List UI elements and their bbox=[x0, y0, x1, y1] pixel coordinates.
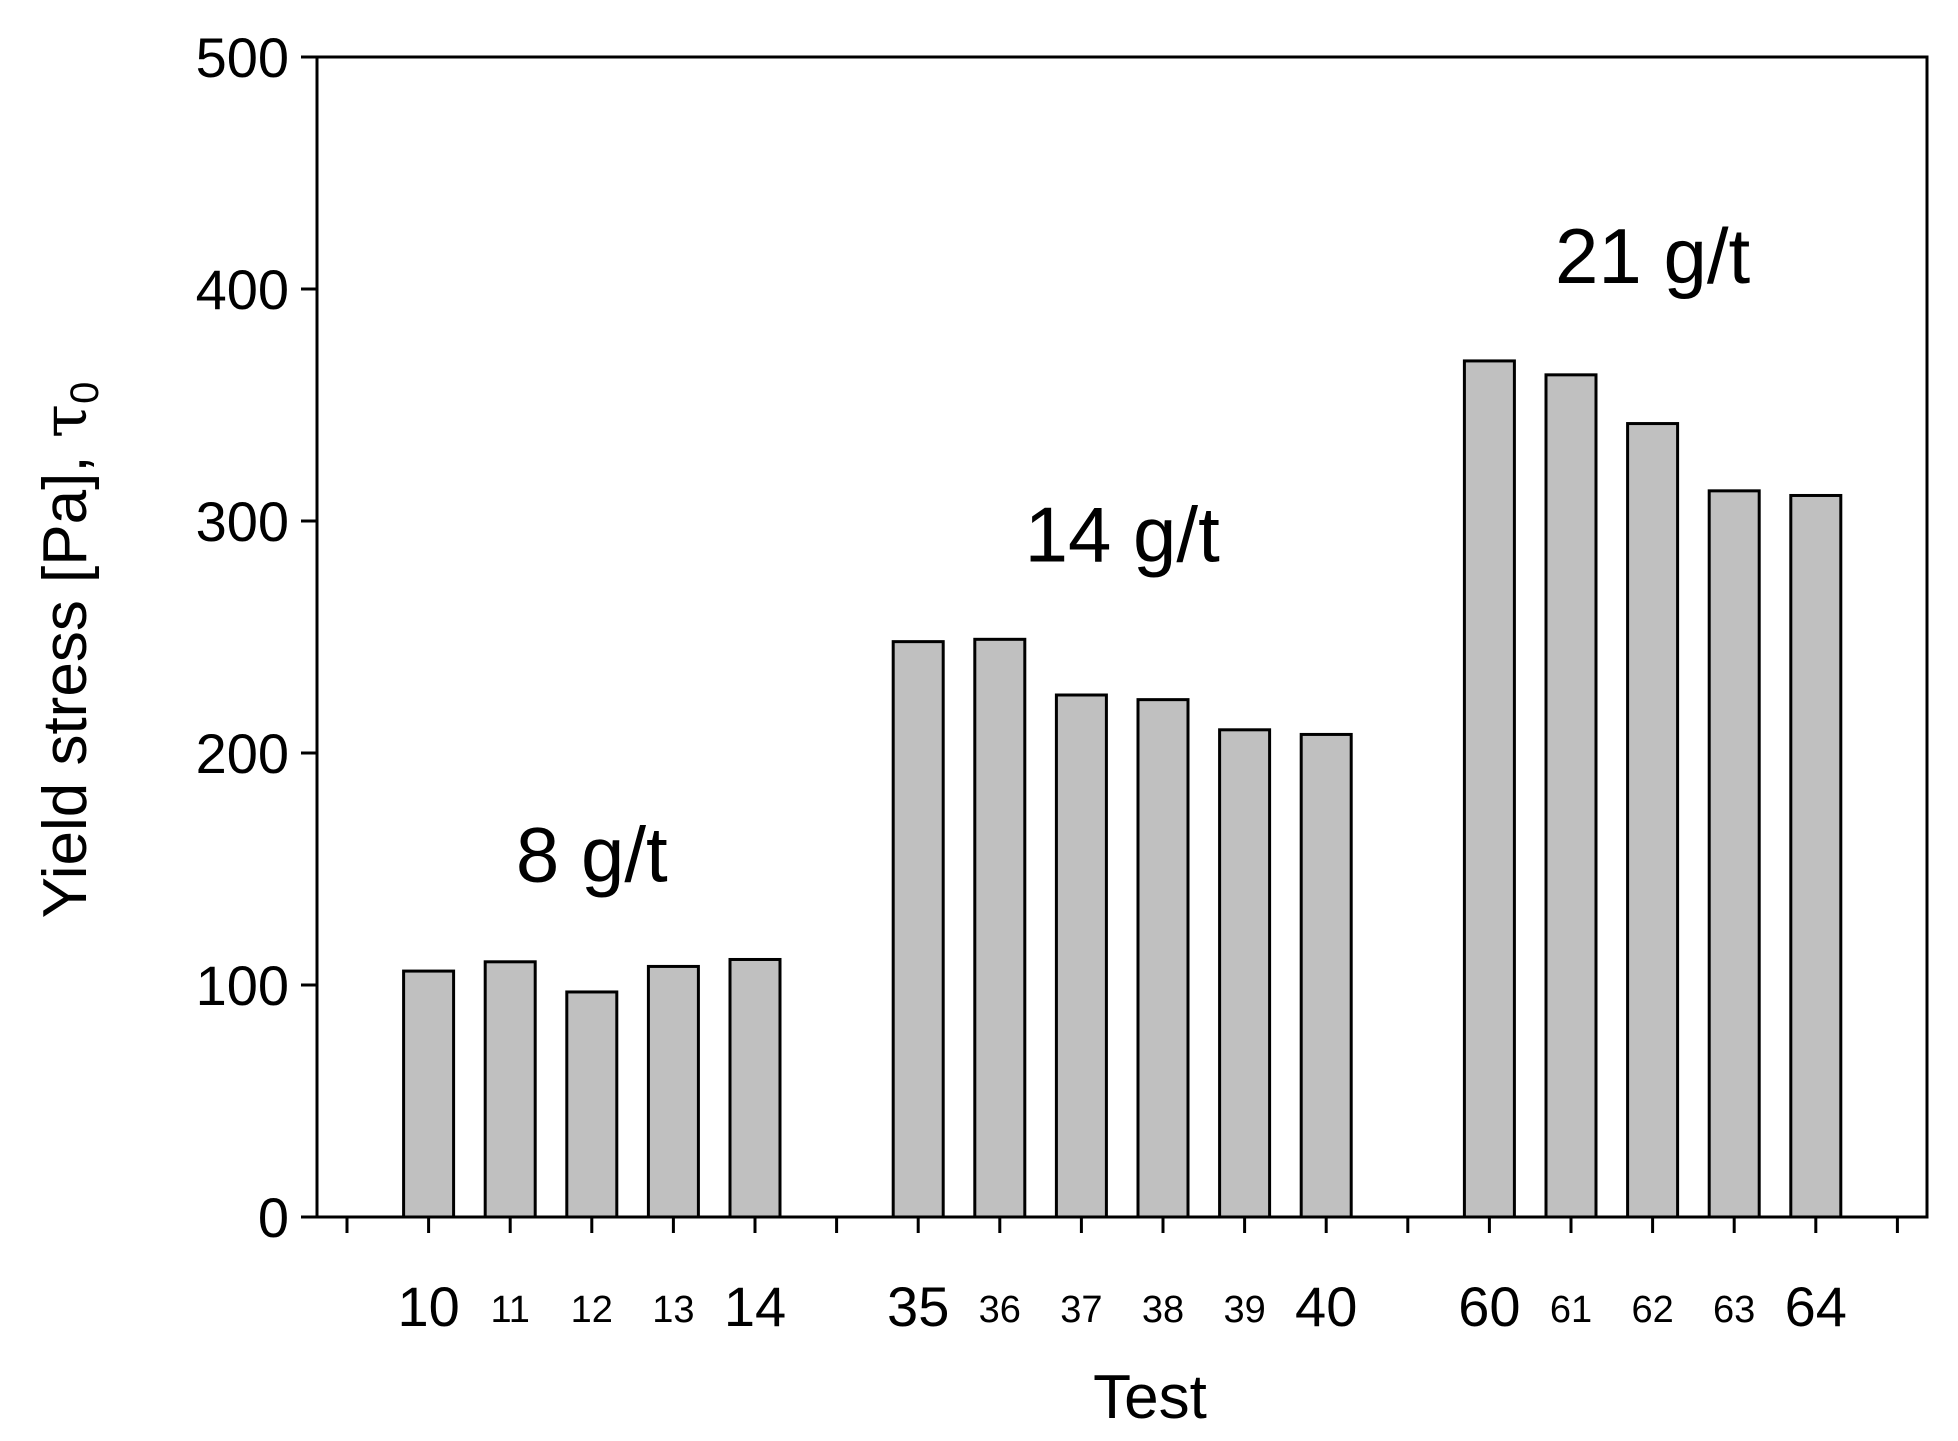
y-tick-label-500: 500 bbox=[196, 26, 289, 89]
x-tick-label-12: 12 bbox=[571, 1289, 613, 1331]
bar-test-37 bbox=[1054, 693, 1108, 1219]
group-label-1: 8 g/t bbox=[516, 810, 668, 898]
x-tick-label-37: 37 bbox=[1060, 1289, 1102, 1331]
bar-test-11 bbox=[483, 960, 537, 1219]
x-tick-label-38: 38 bbox=[1142, 1289, 1184, 1331]
category-labels: 10 11 12 13 14 35 36 37 38 39 40 60 61 62 63 64 bbox=[397, 1275, 1846, 1338]
bar-test-40 bbox=[1299, 732, 1353, 1219]
bar-test-60 bbox=[1462, 359, 1516, 1219]
y-axis-title-text: Yield stress [Pa], bbox=[31, 438, 100, 918]
bar-test-12 bbox=[565, 990, 619, 1219]
y-tick-label-400: 400 bbox=[196, 258, 289, 321]
y-axis-title: Yield stress [Pa], τ0 bbox=[28, 382, 107, 919]
y-axis-title-subscript: 0 bbox=[63, 382, 107, 404]
y-tick-label-200: 200 bbox=[196, 722, 289, 785]
x-tick-label-36: 36 bbox=[979, 1289, 1021, 1331]
bar-test-39 bbox=[1218, 728, 1272, 1219]
bar-test-62 bbox=[1626, 422, 1680, 1219]
x-tick-label-61: 61 bbox=[1550, 1289, 1592, 1331]
x-axis bbox=[345, 1217, 1899, 1233]
x-tick-label-40: 40 bbox=[1295, 1275, 1357, 1338]
bar-test-64 bbox=[1789, 493, 1843, 1219]
group-annotations: 8 g/t 14 g/t 21 g/t bbox=[516, 212, 1751, 899]
x-tick-label-14: 14 bbox=[724, 1275, 786, 1338]
x-tick-label-11: 11 bbox=[490, 1289, 529, 1331]
y-tick-label-0: 0 bbox=[258, 1186, 289, 1249]
bar-test-63 bbox=[1707, 489, 1761, 1219]
x-tick-label-63: 63 bbox=[1713, 1289, 1755, 1331]
bar-test-35 bbox=[891, 640, 945, 1219]
y-axis: 0 100 200 300 400 500 bbox=[196, 26, 317, 1249]
x-tick-label-35: 35 bbox=[887, 1275, 949, 1338]
bar-test-14 bbox=[728, 957, 782, 1219]
bar-test-13 bbox=[646, 964, 700, 1219]
group-label-3: 21 g/t bbox=[1555, 212, 1750, 300]
x-tick-label-10: 10 bbox=[397, 1275, 459, 1338]
y-tick-label-300: 300 bbox=[196, 490, 289, 553]
x-tick-label-62: 62 bbox=[1631, 1289, 1673, 1331]
y-axis-title-symbol: τ bbox=[28, 404, 101, 438]
bars bbox=[402, 359, 1843, 1219]
x-tick-label-60: 60 bbox=[1458, 1275, 1520, 1338]
x-tick-label-39: 39 bbox=[1223, 1289, 1265, 1331]
bar-test-61 bbox=[1544, 373, 1598, 1219]
group-label-2: 14 g/t bbox=[1025, 490, 1220, 578]
plot-frame bbox=[315, 55, 1929, 1219]
x-tick-label-13: 13 bbox=[652, 1289, 694, 1331]
bar-test-38 bbox=[1136, 698, 1190, 1219]
x-tick-label-64: 64 bbox=[1785, 1275, 1847, 1338]
x-axis-title: Test bbox=[1093, 1363, 1207, 1432]
bar-test-10 bbox=[402, 969, 456, 1219]
y-tick-label-100: 100 bbox=[196, 954, 289, 1017]
bar-test-36 bbox=[973, 637, 1027, 1219]
